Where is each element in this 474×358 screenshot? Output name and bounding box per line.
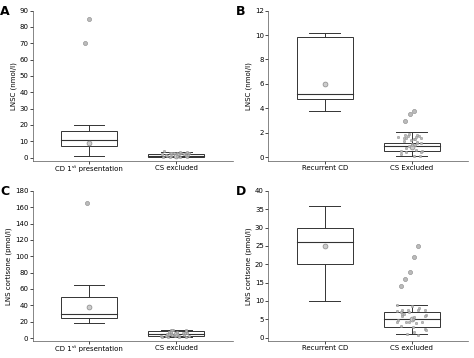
Bar [297,228,353,264]
Bar [297,38,353,98]
Bar [61,131,117,146]
Y-axis label: LNS cortisone (pmol/l): LNS cortisone (pmol/l) [6,227,12,305]
Y-axis label: LNS cortisone (pmol/l): LNS cortisone (pmol/l) [246,227,252,305]
Text: C: C [0,185,9,198]
Bar [384,312,440,326]
Text: B: B [236,5,246,18]
Text: D: D [236,185,246,198]
Bar [384,142,440,151]
Bar [148,332,204,335]
Bar [148,154,204,157]
Y-axis label: LNSC (nmol/l): LNSC (nmol/l) [10,62,17,110]
Bar [61,297,117,318]
Y-axis label: LNSC (nmol/l): LNSC (nmol/l) [246,62,252,110]
Text: A: A [0,5,10,18]
